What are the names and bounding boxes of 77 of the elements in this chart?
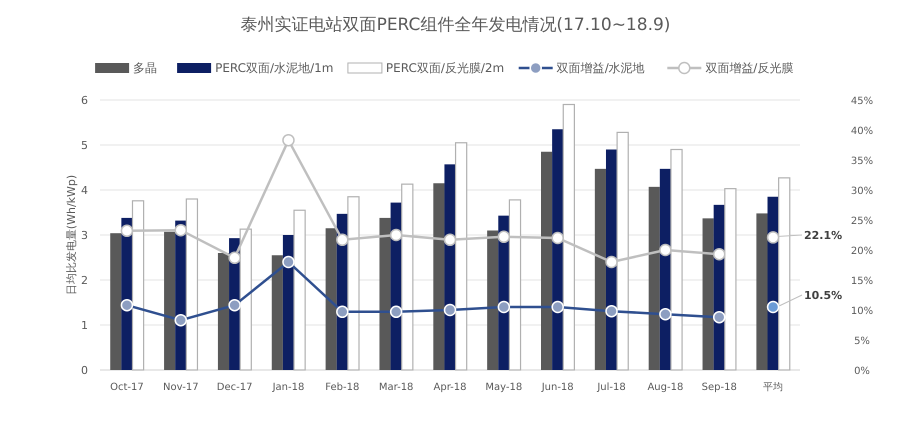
y-tick-label: 0 — [81, 364, 88, 377]
y-tick-label: 4 — [81, 184, 88, 197]
x-tick-label: May-18 — [485, 382, 522, 393]
bar — [433, 183, 444, 370]
bar — [648, 186, 660, 370]
chart-title: 泰州实证电站双面PERC组件全年发电情况(17.10~18.9) — [240, 15, 670, 35]
y2-tick-label: 40% — [850, 126, 874, 137]
y-tick-label: 6 — [81, 94, 88, 107]
point — [228, 252, 241, 264]
point — [120, 224, 134, 238]
x-tick-label: Jun-18 — [540, 382, 574, 393]
point — [712, 248, 726, 260]
x-tick-label: Dec-17 — [216, 382, 252, 393]
legend-label: PERC双面/反光膜/2m — [386, 61, 504, 75]
x-tick-label: Nov-17 — [162, 382, 199, 393]
point — [336, 234, 349, 246]
bar — [326, 228, 337, 370]
bar — [702, 218, 714, 370]
legend-label: 多晶 — [133, 61, 158, 75]
y2-tick-label: 45% — [850, 96, 874, 107]
bar — [594, 168, 606, 370]
bar — [240, 228, 252, 371]
legend-label: 双面增益/反光膜 — [705, 61, 794, 75]
x-tick-label: Oct-17 — [110, 382, 144, 393]
x-tick-label: Sep-18 — [702, 382, 737, 393]
bar — [508, 199, 522, 371]
y2-tick-label: 0% — [854, 366, 870, 377]
bar — [110, 233, 122, 370]
y-tick-label: 5 — [81, 139, 88, 152]
bar — [541, 152, 552, 370]
bar — [132, 200, 144, 371]
y2-tick-label: 20% — [850, 246, 874, 257]
point — [174, 224, 188, 236]
point — [659, 244, 672, 256]
y-axis-title: 日均比发电量(Wh/kWp) — [65, 174, 78, 296]
y2-tick-label: 25% — [850, 216, 874, 227]
legend-label: PERC双面/水泥地/1m — [215, 61, 334, 75]
legend-label: 双面增益/水泥地 — [556, 61, 645, 75]
bar — [756, 213, 768, 370]
x-tick-label: Jul-18 — [596, 382, 626, 393]
y-tick-label: 1 — [81, 319, 88, 332]
bar — [616, 132, 629, 371]
bar — [401, 184, 414, 371]
y-tick-label: 2 — [81, 274, 88, 287]
point — [498, 230, 510, 244]
bar — [379, 218, 391, 370]
data-label: 10.5% — [804, 289, 842, 302]
bar — [293, 210, 306, 371]
bar — [347, 196, 360, 371]
y-tick-label: 3 — [81, 229, 88, 242]
point — [282, 134, 295, 146]
x-tick-label: 平均 — [763, 381, 784, 393]
x-tick-label: Apr-18 — [434, 382, 466, 393]
point — [551, 232, 564, 244]
bar — [272, 255, 283, 370]
point — [390, 228, 402, 242]
x-tick-label: Mar-18 — [378, 382, 414, 393]
y2-tick-label: 5% — [854, 336, 870, 347]
bar — [487, 230, 498, 370]
point — [605, 256, 618, 268]
bar — [218, 253, 230, 370]
bar — [724, 188, 737, 371]
bar — [186, 198, 198, 371]
y2-tick-label: 15% — [850, 276, 874, 287]
x-tick-label: Jan-18 — [272, 382, 304, 393]
data-label: 22.1% — [804, 229, 842, 242]
y2-tick-label: 35% — [850, 156, 874, 167]
bar — [164, 232, 176, 370]
bar — [778, 177, 790, 371]
y2-tick-label: 10% — [850, 306, 874, 317]
bar — [454, 142, 468, 371]
point — [444, 234, 456, 246]
bar — [670, 148, 683, 371]
bar — [562, 104, 575, 371]
x-tick-label: Feb-18 — [325, 382, 360, 393]
y2-tick-label: 30% — [850, 186, 874, 197]
x-tick-label: Aug-18 — [647, 382, 684, 393]
